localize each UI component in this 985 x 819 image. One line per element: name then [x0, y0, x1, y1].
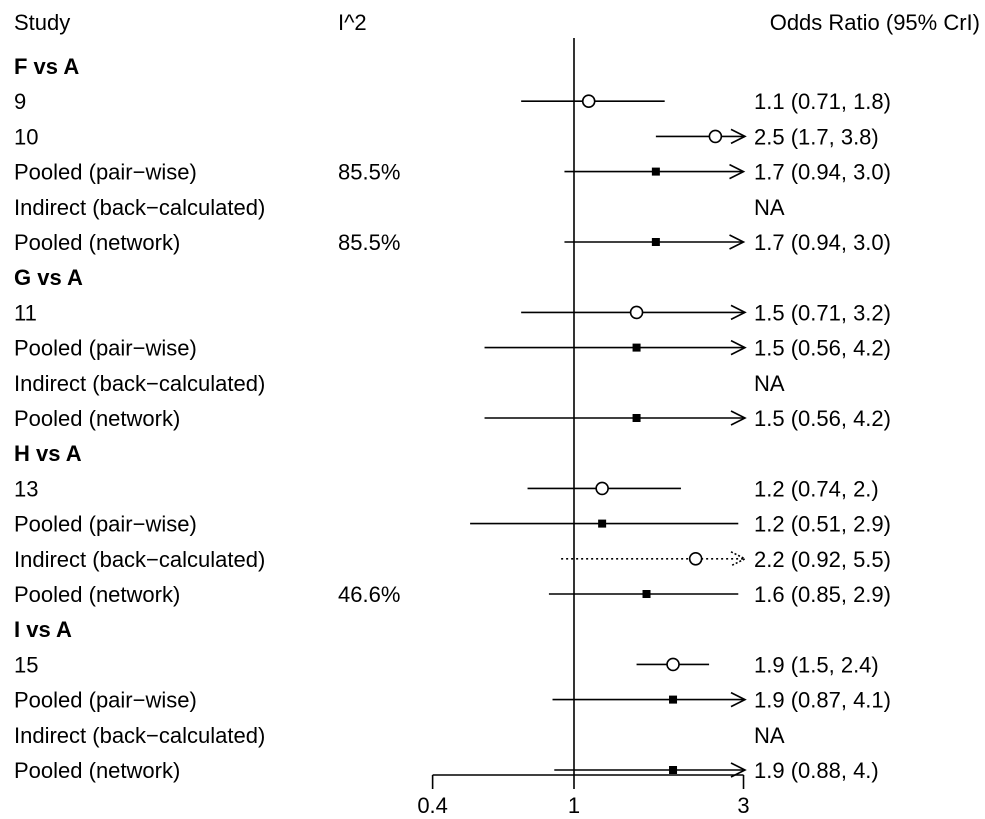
group-label: H vs A [14, 441, 82, 466]
row-estimate-text: 1.9 (1.5, 2.4) [754, 652, 879, 677]
header-study: Study [14, 10, 70, 35]
header-effect: Odds Ratio (95% CrI) [770, 10, 980, 35]
point-estimate-square [669, 766, 678, 774]
point-estimate-circle [629, 305, 644, 320]
group-label: G vs A [14, 265, 83, 290]
row-estimate-text: NA [754, 723, 785, 748]
axis-tick-label: 3 [737, 793, 749, 818]
point-estimate-square [651, 167, 660, 176]
ci-arrow [729, 163, 746, 180]
row-label: Indirect (back−calculated) [14, 371, 265, 396]
row-label: 13 [14, 476, 38, 501]
row-label: Pooled (network) [14, 758, 180, 783]
point-estimate-square [669, 695, 678, 704]
row-estimate-text: 1.5 (0.71, 3.2) [754, 300, 891, 325]
point-estimate-circle [595, 481, 609, 496]
point-estimate-square [642, 590, 651, 598]
point-estimate-square [598, 519, 607, 528]
point-estimate-square [632, 343, 641, 352]
row-label: Indirect (back−calculated) [14, 195, 265, 220]
row-label: Pooled (network) [14, 582, 180, 607]
ci-arrow [729, 234, 746, 250]
x-axis: 0.4 1 3 [417, 38, 750, 818]
ci-arrow [730, 128, 747, 145]
row-i2: 85.5% [338, 230, 400, 255]
point-estimate-square [651, 238, 660, 246]
group-label: I vs A [14, 617, 72, 642]
row-estimate-text: 1.1 (0.71, 1.8) [754, 89, 891, 114]
row-estimate-text: 1.9 (0.87, 4.1) [754, 688, 891, 713]
axis-tick-label: 1 [568, 793, 580, 818]
row-label: 11 [14, 300, 37, 325]
row-estimate-text: NA [754, 195, 785, 220]
row-estimate-text: 1.7 (0.94, 3.0) [754, 230, 891, 255]
group-label: F vs A [14, 54, 79, 79]
forest-rows: F vs A 9 1.1 (0.71, 1.8) 10 2.5 (1.7, 3.8) Po… [14, 54, 891, 783]
point-estimate-circle [666, 657, 680, 672]
row-estimate-text: 2.5 (1.7, 3.8) [754, 124, 879, 149]
ci-arrow [730, 339, 747, 356]
row-label: Pooled (network) [14, 230, 180, 255]
row-estimate-text: 1.5 (0.56, 4.2) [754, 406, 891, 431]
row-label: 10 [14, 124, 38, 149]
row-label: Pooled (network) [14, 406, 180, 431]
point-estimate-square [632, 414, 641, 422]
ci-arrow [730, 304, 747, 321]
row-estimate-text: 1.7 (0.94, 3.0) [754, 160, 891, 185]
row-estimate-text: NA [754, 371, 785, 396]
point-estimate-circle [708, 129, 723, 144]
row-estimate-text: 1.5 (0.56, 4.2) [754, 336, 891, 361]
row-label: 9 [14, 89, 26, 114]
row-estimate-text: 2.2 (0.92, 5.5) [754, 547, 891, 572]
row-label: Indirect (back−calculated) [14, 547, 265, 572]
row-label: Pooled (pair−wise) [14, 336, 197, 361]
point-estimate-circle [688, 551, 703, 566]
row-estimate-text: 1.2 (0.74, 2.) [754, 476, 879, 501]
row-estimate-text: 1.9 (0.88, 4.) [754, 758, 879, 783]
header-i2: I^2 [338, 10, 367, 35]
row-estimate-text: 1.6 (0.85, 2.9) [754, 582, 891, 607]
axis-tick-label: 0.4 [417, 793, 448, 818]
ci-arrow [730, 410, 747, 426]
row-label: Pooled (pair−wise) [14, 512, 197, 537]
row-label: 15 [14, 652, 38, 677]
row-label: Pooled (pair−wise) [14, 160, 197, 185]
ci-arrow [730, 551, 747, 567]
row-estimate-text: 1.2 (0.51, 2.9) [754, 512, 891, 537]
ci-arrow [730, 691, 747, 708]
row-label: Pooled (pair−wise) [14, 688, 197, 713]
point-estimate-circle [581, 94, 596, 108]
row-i2: 46.6% [338, 582, 400, 607]
row-i2: 85.5% [338, 160, 400, 185]
row-label: Indirect (back−calculated) [14, 723, 265, 748]
